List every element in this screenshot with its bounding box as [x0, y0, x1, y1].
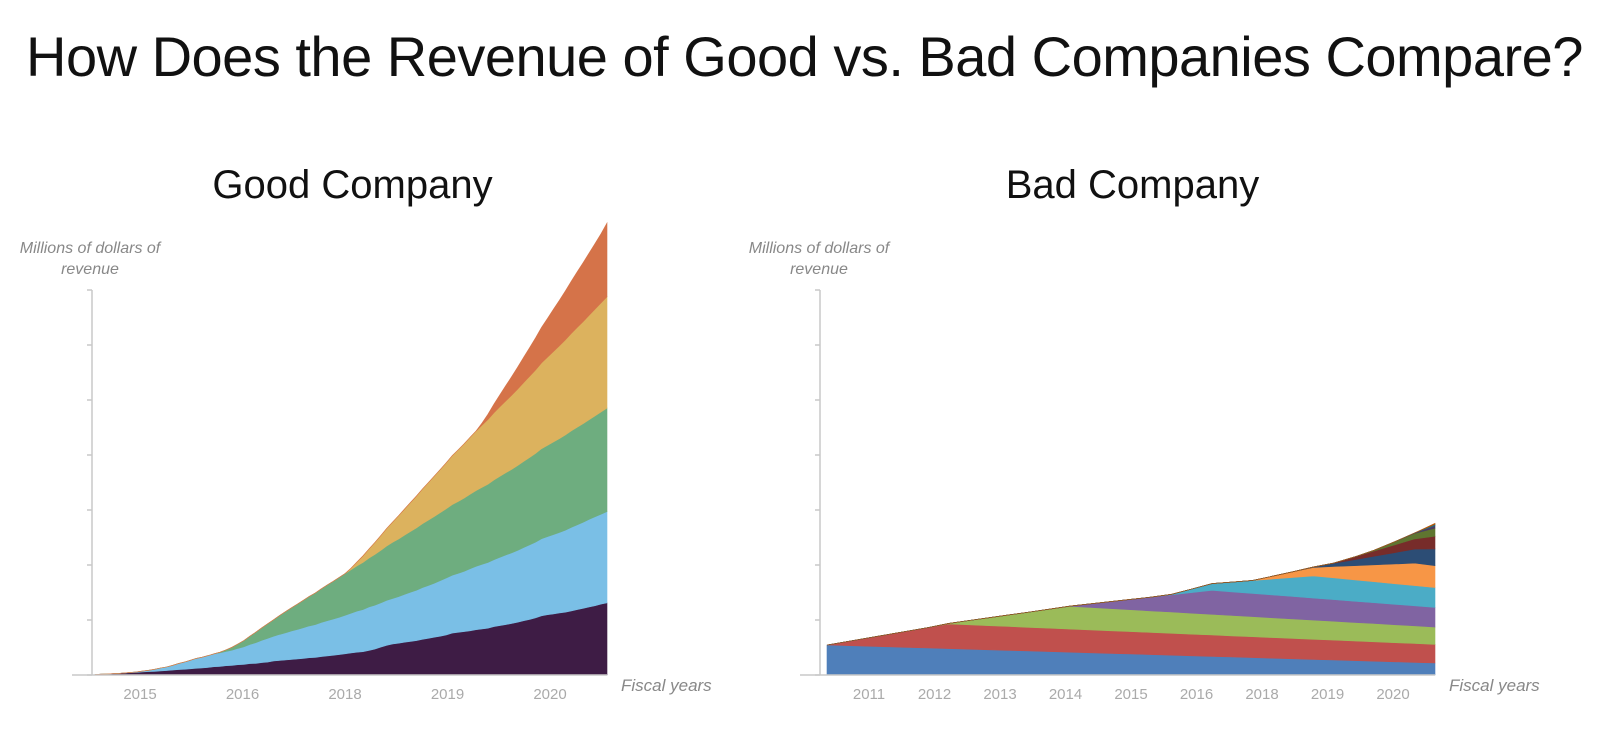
bad-x-tick-label: 2013 [983, 686, 1016, 703]
bad-company-chart-title: Bad Company [1005, 163, 1260, 207]
bad-x-tick-label: 2018 [1245, 686, 1278, 703]
good-x-tick-label: 2020 [533, 686, 566, 703]
bad-x-tick-label: 2012 [918, 686, 951, 703]
good-company-x-axis-label: Fiscal years [621, 676, 712, 695]
bad-x-tick-label: 2015 [1114, 686, 1147, 703]
bad-x-tick-label: 2016 [1180, 686, 1213, 703]
good-company-chart-title: Good Company [212, 163, 493, 207]
good-x-tick-label: 2019 [431, 686, 464, 703]
bad-company-panel: Bad Company Millions of dollars of reven… [745, 0, 1540, 750]
good-company-area-chart: 2015 2016 2018 2019 2020 [72, 221, 608, 703]
good-x-tick-label: 2018 [328, 686, 361, 703]
good-x-tick-label: 2016 [226, 686, 259, 703]
good-series-5-area [94, 221, 608, 675]
bad-series-12-area [826, 522, 1436, 646]
bad-x-tick-label: 2011 [853, 686, 885, 703]
bad-x-tick-label: 2019 [1311, 686, 1344, 703]
good-x-tick-label: 2015 [123, 686, 156, 703]
bad-company-x-axis-label: Fiscal years [1449, 676, 1540, 695]
bad-x-tick-label: 2014 [1049, 686, 1082, 703]
page-title: How Does the Revenue of Good vs. Bad Com… [26, 25, 1583, 88]
bad-x-tick-label: 2020 [1376, 686, 1409, 703]
bad-company-area-chart: 2011 2012 2013 2014 2015 2016 2018 2019 2020 [800, 289, 1436, 703]
bad-company-y-axis-label: Millions of dollars of revenue [748, 240, 890, 278]
good-company-panel: Good Company Millions of dollars of reve… [0, 0, 745, 750]
good-company-y-axis-label: Millions of dollars of revenue [19, 240, 161, 278]
